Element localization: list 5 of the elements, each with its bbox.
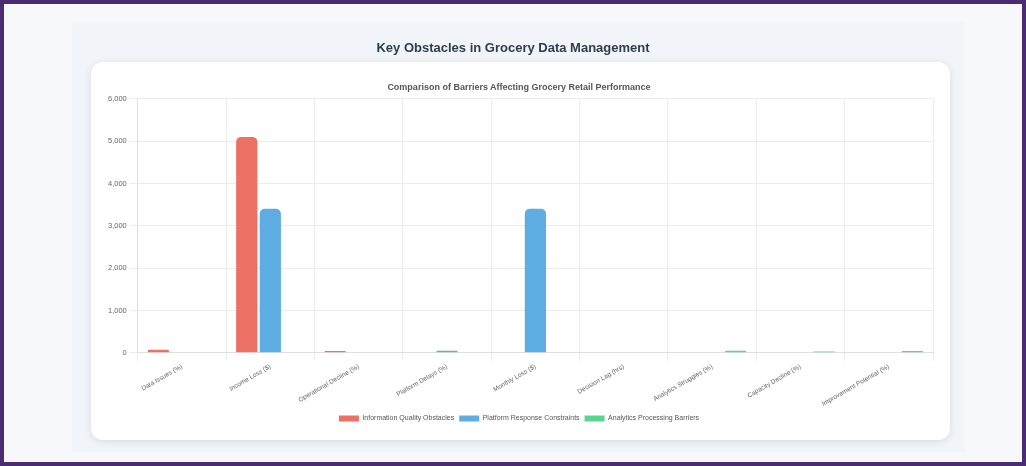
bar [524,208,546,353]
chart-title: Key Obstacles in Grocery Data Management [375,40,651,55]
bar [236,136,258,353]
bar [259,208,281,353]
chart-subtitle: Comparison of Barriers Affecting Grocery Retail Performance [387,81,651,92]
